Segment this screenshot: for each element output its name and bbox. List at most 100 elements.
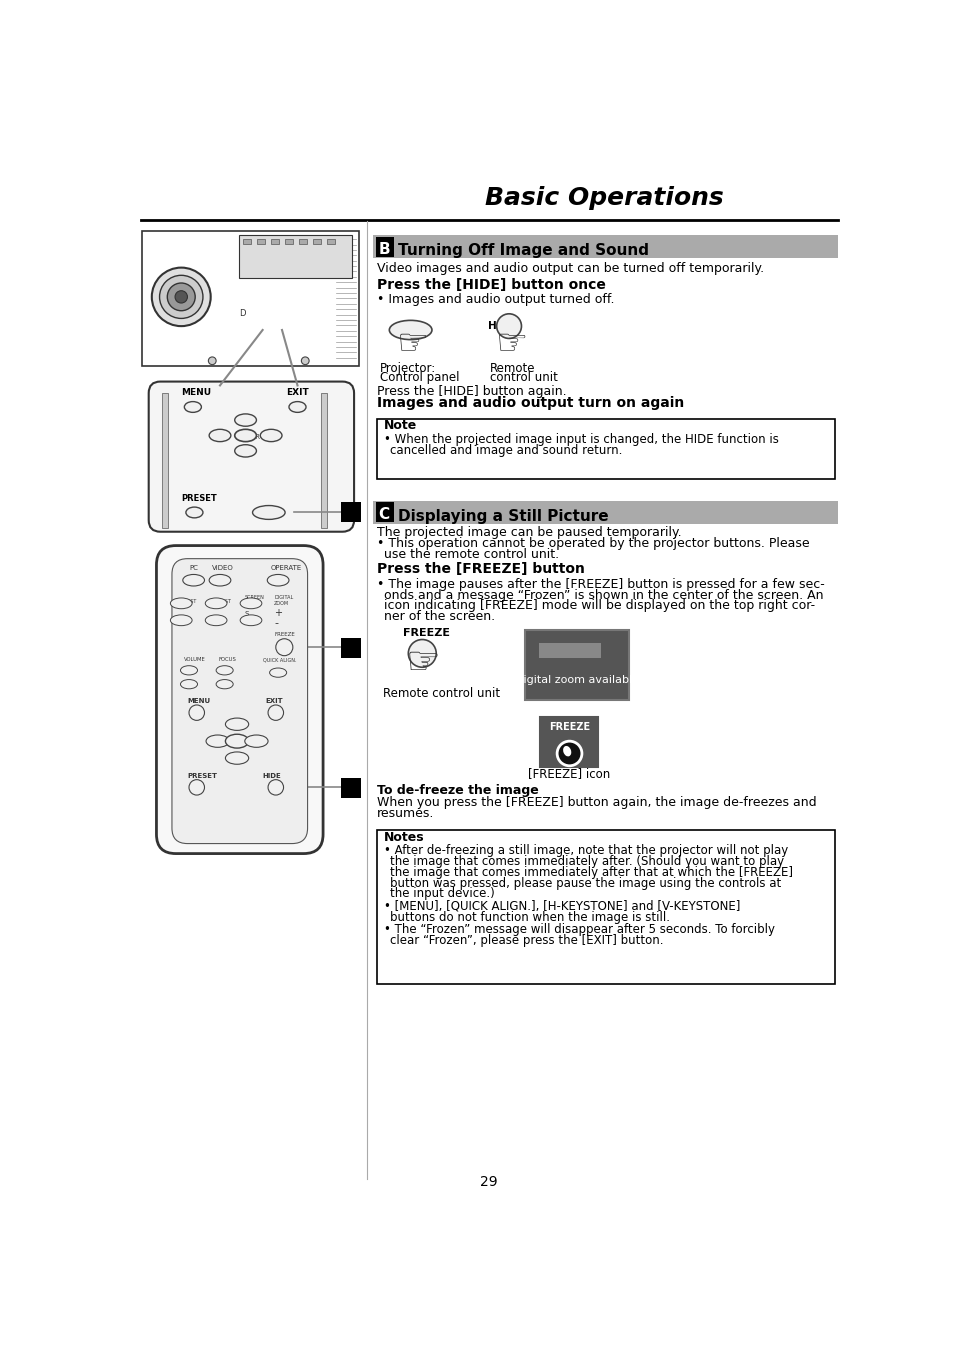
Text: C: C — [378, 507, 390, 523]
Text: • After de-freezing a still image, note that the projector will not play: • After de-freezing a still image, note … — [384, 844, 788, 858]
Text: VOLUME: VOLUME — [183, 657, 205, 662]
Bar — [313, 239, 320, 243]
Text: HIDE: HIDE — [257, 508, 279, 517]
Text: -: - — [187, 677, 191, 689]
Text: EXIT: EXIT — [286, 388, 309, 397]
Ellipse shape — [267, 574, 289, 586]
Ellipse shape — [209, 430, 231, 442]
Text: B: B — [378, 242, 390, 257]
Bar — [340, 778, 360, 798]
Bar — [373, 235, 838, 258]
Text: VIDEO: VIDEO — [212, 565, 233, 571]
Bar — [162, 393, 168, 528]
Text: Press the [FREEZE] button: Press the [FREEZE] button — [377, 562, 584, 577]
Text: ZOOM: ZOOM — [274, 601, 289, 605]
Text: ☞: ☞ — [396, 326, 429, 361]
Text: button was pressed, please pause the image using the controls at: button was pressed, please pause the ima… — [390, 877, 781, 890]
Text: When you press the [FREEZE] button again, the image de-freezes and: When you press the [FREEZE] button again… — [377, 796, 816, 809]
Text: onds and a message “Frozen” is shown in the center of the screen. An: onds and a message “Frozen” is shown in … — [384, 589, 823, 601]
Text: Displaying a Still Picture: Displaying a Still Picture — [397, 509, 608, 524]
Ellipse shape — [240, 598, 261, 609]
Text: ◄: ◄ — [216, 431, 224, 440]
Text: • Images and audio output turned off.: • Images and audio output turned off. — [377, 293, 614, 307]
Text: -: - — [222, 677, 227, 689]
Text: buttons do not function when the image is still.: buttons do not function when the image i… — [390, 911, 670, 924]
Text: EXIT: EXIT — [265, 697, 282, 704]
Bar — [327, 239, 335, 243]
Text: PRESET: PRESET — [181, 494, 216, 503]
Text: ◄: ◄ — [214, 738, 221, 746]
Ellipse shape — [225, 719, 249, 731]
Ellipse shape — [216, 680, 233, 689]
Text: Control panel: Control panel — [379, 370, 458, 384]
Text: V-KEYST: V-KEYST — [177, 598, 197, 604]
Text: ▼: ▼ — [233, 754, 240, 763]
Text: DIGITAL: DIGITAL — [274, 596, 294, 600]
Bar — [375, 236, 394, 257]
Ellipse shape — [253, 505, 285, 519]
Text: FREEZE: FREEZE — [402, 628, 450, 639]
Text: S: S — [245, 612, 249, 617]
Text: ▲: ▲ — [233, 720, 240, 730]
Ellipse shape — [205, 615, 227, 626]
Text: ☞: ☞ — [496, 326, 528, 361]
Text: D: D — [239, 309, 246, 317]
Ellipse shape — [209, 574, 231, 586]
Bar — [243, 239, 251, 243]
FancyBboxPatch shape — [172, 559, 307, 843]
Text: • This operation cannot be operated by the projector buttons. Please: • This operation cannot be operated by t… — [377, 538, 809, 550]
Circle shape — [408, 639, 436, 667]
Bar — [375, 503, 394, 523]
Text: Projector:: Projector: — [379, 362, 436, 374]
Text: ENTER: ENTER — [236, 434, 260, 439]
Text: the image that comes immediately after that at which the [FREEZE]: the image that comes immediately after t… — [390, 866, 793, 880]
Text: icon indicating [FREEZE] mode will be displayed on the top right cor-: icon indicating [FREEZE] mode will be di… — [384, 600, 815, 612]
Bar — [377, 419, 834, 478]
Text: OPERATE: OPERATE — [270, 565, 301, 571]
Text: Press the [HIDE] button once: Press the [HIDE] button once — [377, 278, 605, 292]
Text: FOCUS: FOCUS — [218, 657, 236, 662]
Circle shape — [174, 290, 187, 303]
Text: MENU: MENU — [187, 697, 211, 704]
Ellipse shape — [562, 746, 571, 757]
Ellipse shape — [245, 735, 268, 747]
Ellipse shape — [180, 666, 197, 676]
Ellipse shape — [184, 401, 201, 412]
Circle shape — [189, 705, 204, 720]
Text: ENTER: ENTER — [229, 740, 249, 746]
Text: Press the [HIDE] button again.: Press the [HIDE] button again. — [377, 385, 566, 399]
Text: Turning Off Image and Sound: Turning Off Image and Sound — [397, 243, 649, 258]
Text: clear “Frozen”, please press the [EXIT] button.: clear “Frozen”, please press the [EXIT] … — [390, 934, 663, 947]
Circle shape — [275, 639, 293, 655]
Text: The projected image can be paused temporarily.: The projected image can be paused tempor… — [377, 527, 681, 539]
Circle shape — [268, 780, 283, 794]
Bar — [537, 643, 599, 658]
Text: B: B — [344, 781, 357, 798]
Circle shape — [268, 705, 283, 720]
Text: ner of the screen.: ner of the screen. — [384, 611, 495, 623]
Text: PC: PC — [189, 565, 197, 571]
Ellipse shape — [234, 444, 256, 457]
Text: +: + — [274, 608, 282, 619]
Ellipse shape — [186, 507, 203, 517]
Bar — [298, 239, 307, 243]
Ellipse shape — [205, 598, 227, 609]
Circle shape — [208, 357, 216, 365]
Text: Basic Operations: Basic Operations — [484, 186, 723, 209]
Text: cancelled and image and sound return.: cancelled and image and sound return. — [390, 444, 622, 457]
Text: C: C — [344, 640, 357, 658]
Circle shape — [159, 276, 203, 319]
Text: 29: 29 — [479, 1175, 497, 1189]
Bar — [271, 239, 278, 243]
Text: Video images and audio output can be turned off temporarily.: Video images and audio output can be tur… — [377, 262, 763, 276]
Text: the input device.): the input device.) — [390, 888, 495, 901]
Text: +: + — [222, 665, 230, 674]
Circle shape — [557, 742, 581, 766]
Ellipse shape — [225, 734, 249, 748]
Text: [FREEZE] icon: [FREEZE] icon — [528, 766, 610, 780]
Text: ☞: ☞ — [406, 644, 440, 682]
Text: ▲: ▲ — [242, 415, 250, 426]
Text: • When the projected image input is changed, the HIDE function is: • When the projected image input is chan… — [384, 434, 779, 446]
Circle shape — [301, 357, 309, 365]
Bar — [373, 501, 838, 524]
